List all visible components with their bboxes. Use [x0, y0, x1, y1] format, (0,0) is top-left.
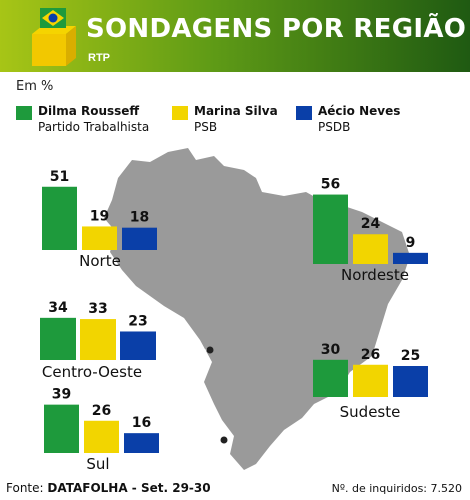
data-label: 24	[361, 216, 381, 232]
data-label: 30	[321, 342, 341, 358]
bar-dilma-rousseff	[42, 186, 77, 250]
source-name: DATAFOLHA - Set. 29-30	[47, 481, 211, 495]
data-label: 19	[90, 208, 109, 224]
bar-group-centro-oeste: 34 33 23 Centro-Oeste	[40, 300, 214, 381]
data-label: 25	[401, 348, 420, 364]
legend-party-name: PSB	[194, 120, 218, 134]
bar-group-nordeste: 56 24 9 Nordeste	[313, 177, 428, 284]
data-label: 34	[48, 300, 68, 316]
legend-swatch	[172, 106, 188, 120]
unit-label: Em %	[16, 79, 54, 94]
bar-marina-silva	[84, 420, 119, 453]
data-label: 23	[128, 313, 147, 329]
bar-dilma-rousseff	[40, 317, 76, 360]
bar-group-sudeste: 30 26 25 Sudeste	[313, 342, 428, 421]
bar-group-sul: 39 26 16 Sul	[44, 387, 228, 473]
header-banner: SONDAGENS POR REGIÃO RTP	[0, 0, 470, 72]
sample-size-note: Nº. de inquiridos: 7.520	[331, 482, 462, 495]
source-prefix: Fonte:	[6, 481, 44, 495]
data-label: 39	[52, 387, 71, 403]
data-label: 9	[406, 235, 416, 251]
bar-dilma-rousseff	[313, 359, 348, 397]
data-label: 33	[88, 301, 107, 317]
data-label: 18	[130, 210, 149, 226]
data-label: 51	[50, 169, 69, 185]
legend-candidate-name: Dilma Rousseff	[38, 104, 140, 118]
data-label: 26	[361, 347, 380, 363]
bar-aecio-neves	[393, 252, 428, 264]
source-badge: RTP	[88, 52, 110, 64]
bar-aecio-neves	[393, 366, 428, 397]
bar-dilma-rousseff	[44, 404, 79, 453]
ballot-box-icon	[32, 8, 76, 66]
bar-aecio-neves	[120, 331, 156, 360]
source-note: Fonte: DATAFOLHA - Set. 29-30	[6, 481, 211, 495]
region-label: Norte	[79, 252, 121, 270]
legend-party-name: Partido Trabalhista	[38, 120, 150, 134]
region-label: Centro-Oeste	[42, 363, 142, 381]
legend-candidate-name: Aécio Neves	[318, 104, 401, 118]
bar-marina-silva	[82, 226, 117, 250]
legend-swatch	[16, 106, 32, 120]
pointer-dot	[220, 436, 228, 444]
legend-candidate-name: Marina Silva	[194, 104, 278, 118]
bar-marina-silva	[80, 319, 116, 360]
data-label: 56	[321, 177, 340, 193]
pointer-dot	[206, 346, 214, 354]
region-label: Nordeste	[341, 266, 409, 284]
bar-aecio-neves	[122, 227, 157, 250]
bar-aecio-neves	[124, 433, 159, 453]
bar-marina-silva	[353, 364, 388, 397]
region-label: Sul	[86, 455, 109, 473]
bar-marina-silva	[353, 234, 388, 264]
bar-group-norte: 51 19 18 Norte	[42, 169, 157, 270]
data-label: 26	[92, 403, 111, 419]
region-label: Sudeste	[340, 403, 401, 421]
page-title: SONDAGENS POR REGIÃO	[86, 14, 467, 44]
legend-party-name: PSDB	[318, 120, 351, 134]
bar-dilma-rousseff	[313, 194, 348, 264]
data-label: 16	[132, 415, 151, 431]
legend-swatch	[296, 106, 312, 120]
